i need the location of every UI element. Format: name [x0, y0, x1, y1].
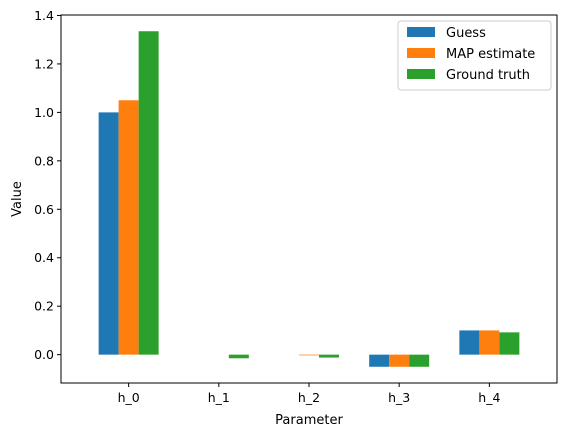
y-axis-label: Value	[10, 181, 25, 217]
bar-guess-h_0	[98, 112, 119, 355]
x-tick-label: h_4	[478, 390, 500, 405]
x-tick-label: h_3	[388, 390, 410, 405]
y-tick-label: 0.6	[34, 202, 54, 217]
x-axis-ticks: h_0 h_1 h_2 h_3 h_4	[118, 383, 500, 405]
legend-label-guess: Guess	[446, 26, 486, 41]
x-axis-label: Parameter	[275, 413, 343, 428]
bar-map-estimate-h_4	[479, 330, 500, 355]
bar-ground-truth-h_3	[409, 354, 430, 367]
y-axis-ticks: 0.0 0.2 0.4 0.6 0.8 1.0 1.2 1.4	[34, 8, 61, 362]
x-tick-label: h_0	[118, 390, 140, 405]
legend-swatch-ground-truth	[407, 69, 435, 79]
x-tick-label: h_1	[208, 390, 230, 405]
bar-map-estimate-h_0	[118, 100, 139, 355]
y-tick-label: 1.4	[34, 8, 54, 23]
bar-map-estimate-h_2	[299, 354, 319, 356]
y-tick-label: 0.4	[34, 250, 54, 265]
legend-box	[397, 20, 552, 91]
bar-ground-truth-h_4	[499, 332, 520, 355]
bar-ground-truth-h_2	[319, 354, 339, 358]
y-tick-label: 0.8	[34, 153, 54, 168]
bar-ground-truth-h_0	[138, 31, 159, 355]
bars-layer	[98, 31, 520, 367]
bar-guess-h_3	[369, 354, 390, 367]
x-tick-label: h_2	[298, 390, 320, 405]
bar-ground-truth-h_1	[228, 354, 249, 359]
y-tick-label: 1.2	[34, 56, 54, 71]
bar-map-estimate-h_3	[389, 354, 410, 367]
bar-guess-h_4	[459, 330, 480, 355]
y-tick-label: 1.0	[34, 105, 54, 120]
y-tick-label: 0.2	[34, 299, 54, 314]
legend-swatch-map-estimate	[407, 48, 435, 58]
legend: Guess MAP estimate Ground truth	[397, 20, 552, 91]
legend-label-ground-truth: Ground truth	[446, 68, 530, 83]
legend-swatch-guess	[407, 27, 435, 37]
legend-label-map-estimate: MAP estimate	[446, 47, 535, 62]
y-tick-label: 0.0	[34, 347, 54, 362]
